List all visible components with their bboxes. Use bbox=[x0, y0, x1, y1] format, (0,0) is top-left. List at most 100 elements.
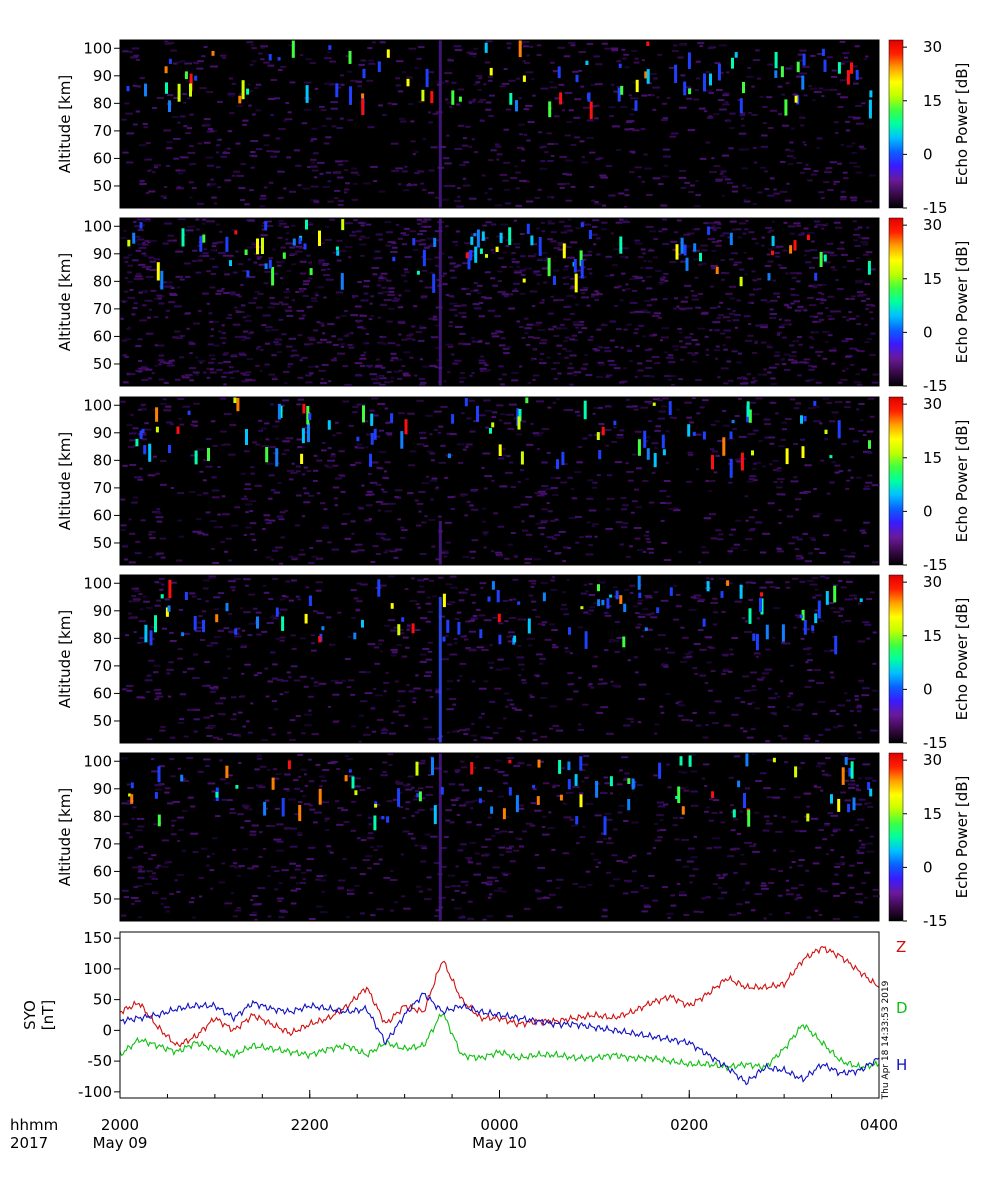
echo-cell bbox=[486, 221, 492, 223]
echo-cell bbox=[780, 267, 787, 269]
echo-cell bbox=[485, 427, 489, 429]
echo-cell bbox=[635, 166, 643, 168]
echo-cell bbox=[120, 401, 126, 403]
echo-cell bbox=[612, 195, 616, 197]
echo-cell bbox=[598, 862, 601, 864]
echo-cell bbox=[623, 221, 631, 223]
echo-cell bbox=[526, 201, 533, 203]
echo-cell bbox=[796, 705, 802, 707]
echo-cell bbox=[405, 808, 409, 810]
echo-cell bbox=[549, 728, 553, 730]
echo-cell bbox=[817, 888, 822, 890]
echo-cell bbox=[726, 71, 729, 73]
echo-cell bbox=[273, 303, 280, 305]
echo-cell bbox=[424, 726, 432, 728]
echo-cell bbox=[382, 343, 386, 345]
echo-cell bbox=[455, 326, 463, 328]
echo-cell bbox=[430, 696, 434, 698]
echo-cell bbox=[340, 74, 344, 76]
echo-cell bbox=[826, 853, 829, 855]
echo-return bbox=[281, 616, 284, 631]
echo-cell bbox=[202, 685, 206, 687]
echo-cell bbox=[204, 661, 210, 663]
echo-return bbox=[321, 626, 324, 630]
echo-cell bbox=[129, 518, 132, 520]
echo-cell bbox=[422, 482, 430, 484]
echo-cell bbox=[256, 634, 261, 636]
echo-cell bbox=[548, 510, 553, 512]
echo-cell bbox=[506, 636, 511, 638]
echo-cell bbox=[778, 113, 782, 115]
echo-cell bbox=[137, 818, 141, 820]
echo-cell bbox=[247, 787, 254, 789]
echo-return bbox=[824, 255, 827, 262]
echo-cell bbox=[771, 712, 777, 714]
ytick-label: 50 bbox=[93, 355, 112, 373]
echo-cell bbox=[493, 617, 497, 619]
colorbar-tick-label: 0 bbox=[923, 502, 933, 520]
echo-cell bbox=[428, 611, 433, 613]
echo-cell bbox=[309, 780, 314, 782]
echo-return bbox=[256, 239, 259, 255]
echo-return bbox=[693, 243, 696, 251]
echo-cell bbox=[408, 690, 414, 692]
echo-cell bbox=[728, 550, 734, 552]
echo-cell bbox=[274, 339, 282, 341]
echo-cell bbox=[148, 556, 153, 558]
echo-cell bbox=[446, 688, 451, 690]
echo-cell bbox=[345, 538, 352, 540]
echo-cell bbox=[473, 48, 478, 50]
echo-cell bbox=[229, 78, 233, 80]
echo-cell bbox=[210, 520, 217, 522]
echo-cell bbox=[180, 279, 185, 281]
echo-cell bbox=[834, 222, 841, 224]
echo-cell bbox=[214, 636, 221, 638]
echo-cell bbox=[270, 651, 276, 653]
echo-cell bbox=[349, 425, 354, 427]
echo-cell bbox=[606, 165, 612, 167]
echo-cell bbox=[138, 479, 144, 481]
echo-cell bbox=[812, 99, 815, 101]
echo-cell bbox=[753, 203, 757, 205]
echo-cell bbox=[599, 175, 606, 177]
echo-cell bbox=[180, 115, 186, 117]
echo-cell bbox=[322, 186, 330, 188]
echo-cell bbox=[534, 253, 537, 255]
echo-cell bbox=[820, 790, 823, 792]
echo-cell bbox=[688, 651, 693, 653]
echo-return bbox=[341, 219, 344, 230]
echo-cell bbox=[469, 504, 474, 506]
echo-cell bbox=[325, 818, 330, 820]
echo-cell bbox=[278, 882, 283, 884]
echo-cell bbox=[652, 315, 660, 317]
echo-cell bbox=[218, 330, 221, 332]
echo-cell bbox=[789, 142, 793, 144]
echo-cell bbox=[864, 545, 870, 547]
echo-cell bbox=[214, 203, 217, 205]
echo-cell bbox=[491, 550, 494, 552]
echo-cell bbox=[388, 619, 395, 621]
echo-cell bbox=[662, 542, 668, 544]
echo-cell bbox=[511, 379, 518, 381]
echo-cell bbox=[692, 295, 698, 297]
echo-cell bbox=[620, 256, 626, 258]
echo-cell bbox=[148, 191, 155, 193]
echo-cell bbox=[614, 305, 618, 307]
echo-cell bbox=[178, 172, 183, 174]
echo-cell bbox=[304, 492, 310, 494]
echo-cell bbox=[521, 337, 525, 339]
echo-cell bbox=[812, 338, 815, 340]
echo-return bbox=[135, 439, 138, 446]
echo-cell bbox=[189, 592, 196, 594]
echo-cell bbox=[537, 898, 542, 900]
echo-cell bbox=[469, 400, 475, 402]
echo-cell bbox=[713, 623, 718, 625]
echo-cell bbox=[393, 711, 399, 713]
echo-cell bbox=[712, 598, 718, 600]
echo-cell bbox=[542, 230, 546, 232]
echo-cell bbox=[331, 83, 335, 85]
echo-cell bbox=[568, 42, 575, 44]
echo-cell bbox=[581, 162, 588, 164]
echo-cell bbox=[256, 785, 263, 787]
echo-cell bbox=[576, 842, 580, 844]
